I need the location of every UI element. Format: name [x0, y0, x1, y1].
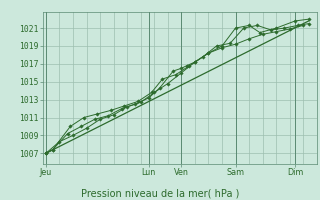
Text: Pression niveau de la mer( hPa ): Pression niveau de la mer( hPa ) — [81, 188, 239, 198]
